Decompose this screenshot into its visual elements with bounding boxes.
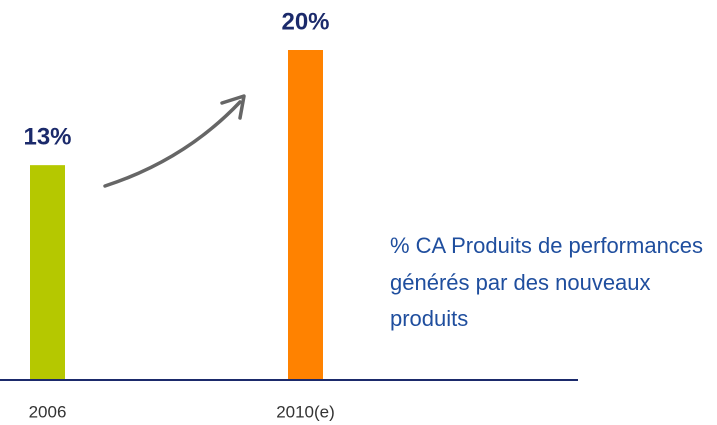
value-label: 20% [281, 8, 329, 35]
arrow-head [220, 94, 246, 120]
trend-arrow [103, 100, 242, 188]
x-tick-label: 2006 [29, 402, 67, 421]
x-tick-label: 2010(e) [276, 402, 335, 421]
annotation: % CA Produits de performances générés pa… [390, 233, 704, 331]
value-label: 13% [23, 123, 71, 150]
bar [288, 50, 323, 379]
bar [30, 165, 65, 379]
